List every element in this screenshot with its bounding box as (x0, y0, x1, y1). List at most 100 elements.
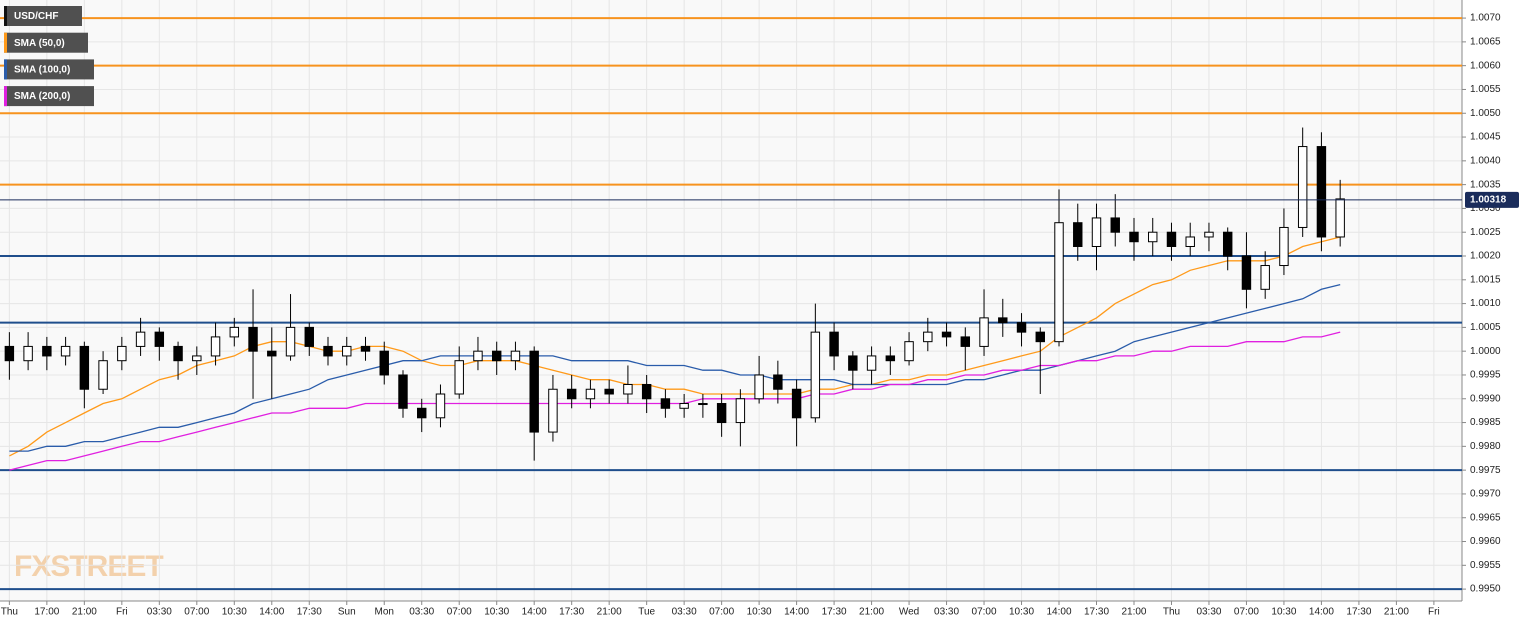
y-tick-label: 1.0040 (1470, 155, 1501, 166)
candle-body (1185, 236, 1195, 247)
candle-body (417, 407, 427, 419)
candle-body (267, 350, 277, 357)
y-tick-label: 1.0035 (1470, 179, 1501, 190)
x-tick-label: 03:30 (147, 607, 172, 618)
sma-line (9, 331, 1341, 471)
y-tick-label: 1.0010 (1470, 298, 1501, 309)
candle-body (1166, 231, 1177, 247)
x-tick-label: 17:30 (559, 607, 584, 618)
legend-box (4, 59, 94, 80)
candle-body (810, 331, 821, 419)
candle-body (698, 403, 708, 406)
y-tick-label: 0.9960 (1470, 536, 1501, 547)
candle-body (866, 355, 877, 371)
y-tick-label: 1.0055 (1470, 84, 1501, 95)
candle-body (529, 350, 539, 433)
candle-body (360, 345, 371, 352)
y-tick-label: 0.9965 (1470, 512, 1501, 523)
y-tick-label: 1.0000 (1470, 346, 1501, 357)
x-tick-label: 21:00 (1121, 607, 1146, 618)
candle-body (885, 355, 896, 362)
legend-swatch (4, 59, 7, 80)
y-tick-label: 1.0050 (1470, 108, 1501, 119)
x-tick-label: 03:30 (672, 607, 697, 618)
sma-line (9, 283, 1341, 452)
legend-label: USD/CHF (14, 11, 58, 22)
watermark: FXSTREET (14, 550, 163, 583)
sma-line (9, 236, 1341, 457)
x-tick-label: 07:00 (1234, 607, 1259, 618)
candle-body (98, 360, 108, 390)
candle-body (192, 355, 202, 362)
candle-body (304, 326, 314, 347)
last-price-box (1465, 191, 1519, 208)
legend-swatch (4, 6, 7, 26)
x-tick-label: Thu (1163, 607, 1180, 618)
candle-body (1016, 322, 1027, 333)
x-tick-label: 10:30 (747, 607, 772, 618)
y-tick-label: 1.0030 (1470, 203, 1501, 214)
candle-body (548, 388, 558, 433)
candle-body (623, 383, 633, 395)
y-tick-label: 0.9985 (1470, 417, 1501, 428)
x-tick-label: 10:30 (222, 607, 247, 618)
x-tick-label: 21:00 (859, 607, 884, 618)
candle-body (491, 350, 502, 362)
candle-body (641, 383, 652, 400)
y-tick-label: 0.9990 (1470, 393, 1501, 404)
candle-body (941, 331, 952, 338)
candle-body (117, 345, 127, 362)
candle-body (510, 350, 521, 362)
candle-body (473, 350, 483, 362)
candle-body (1279, 226, 1289, 267)
x-tick-label: Thu (1, 607, 18, 618)
candle-body (1222, 231, 1233, 257)
x-tick-label: Wed (899, 607, 919, 618)
candle-body (660, 398, 671, 409)
candle-body (1110, 217, 1120, 233)
x-tick-label: Fri (1428, 607, 1440, 618)
x-tick-label: 17:30 (1084, 607, 1109, 618)
candle-body (1260, 265, 1270, 290)
candle-body (1129, 231, 1139, 243)
x-tick-label: 10:30 (1009, 607, 1034, 618)
candle-body (454, 360, 464, 395)
x-tick-label: 03:30 (1196, 607, 1221, 618)
x-tick-label: Sun (338, 607, 356, 618)
candle-body (604, 388, 614, 395)
candle-body (135, 331, 146, 347)
y-tick-label: 0.9995 (1470, 370, 1501, 381)
x-tick-label: 21:00 (1384, 607, 1409, 618)
x-tick-label: 14:00 (784, 607, 809, 618)
x-tick-label: 21:00 (72, 607, 97, 618)
candle-body (791, 388, 802, 419)
x-tick-label: 21:00 (597, 607, 622, 618)
candle-body (754, 374, 764, 400)
legend-label: SMA (50,0) (14, 38, 65, 49)
y-tick-label: 1.0070 (1470, 13, 1501, 24)
candle-body (173, 345, 183, 362)
y-tick-label: 0.9970 (1470, 489, 1501, 500)
candle-body (998, 317, 1008, 324)
candle-body (1054, 222, 1064, 343)
y-tick-label: 1.0045 (1470, 132, 1501, 143)
x-tick-label: 07:00 (709, 607, 734, 618)
y-tick-label: 1.0065 (1470, 37, 1501, 48)
x-tick-label: 07:00 (972, 607, 997, 618)
x-tick-label: 14:00 (522, 607, 547, 618)
candle-body (379, 350, 389, 376)
x-tick-label: Fri (116, 607, 128, 618)
candle-body (1148, 231, 1158, 243)
candle-body (435, 393, 446, 419)
candle-body (248, 326, 258, 352)
y-tick-label: 1.0015 (1470, 274, 1501, 285)
x-tick-label: 17:30 (822, 607, 847, 618)
y-tick-label: 1.0005 (1470, 322, 1501, 333)
legend-box (4, 32, 88, 53)
legend-label: SMA (200,0) (14, 91, 70, 102)
candle-body (1297, 146, 1308, 228)
y-tick-label: 1.0020 (1470, 251, 1501, 262)
plot-background (0, 0, 1462, 601)
candle-body (566, 388, 577, 400)
